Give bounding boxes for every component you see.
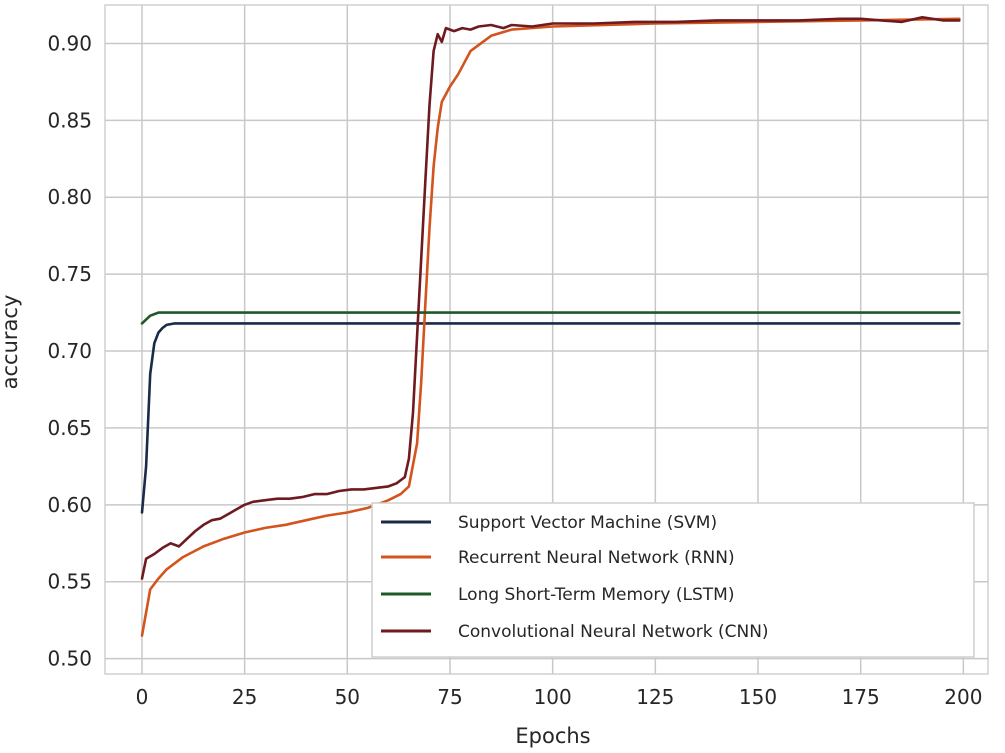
- y-tick-label: 0.50: [47, 647, 92, 671]
- y-tick-label: 0.90: [47, 31, 92, 55]
- x-tick-label: 175: [842, 685, 880, 709]
- x-axis-label: Epochs: [515, 724, 590, 748]
- x-tick-label: 200: [944, 685, 982, 709]
- y-tick-label: 0.80: [47, 185, 92, 209]
- x-tick-label: 100: [534, 685, 572, 709]
- series-line-0: [140, 322, 961, 514]
- legend: Support Vector Machine (SVM) Recurrent Ne…: [371, 502, 975, 658]
- series-line-1: [140, 17, 961, 637]
- y-tick-label: 0.60: [47, 493, 92, 517]
- y-axis-label: accuracy: [0, 295, 22, 390]
- legend-label-0: Support Vector Machine (SVM): [458, 513, 717, 533]
- x-tick-label: 125: [636, 685, 674, 709]
- series-line-3: [140, 16, 961, 580]
- y-tick-label: 0.70: [47, 339, 92, 363]
- x-tick-labels: 0 25 50 75 100 125 150 175 200: [136, 685, 983, 709]
- y-tick-label: 0.65: [47, 416, 92, 440]
- x-tick-label: 25: [232, 685, 257, 709]
- y-tick-label: 0.75: [47, 262, 92, 286]
- legend-label-3: Convolutional Neural Network (CNN): [458, 622, 769, 642]
- series-lines: [140, 16, 961, 637]
- legend-label-2: Long Short-Term Memory (LSTM): [458, 585, 734, 605]
- legend-label-1: Recurrent Neural Network (RNN): [458, 548, 735, 568]
- legend-box: [371, 502, 975, 658]
- series-line-2: [140, 311, 961, 325]
- y-tick-label: 0.55: [47, 570, 92, 594]
- x-tick-label: 75: [437, 685, 462, 709]
- x-tick-label: 0: [136, 685, 149, 709]
- x-tick-label: 150: [739, 685, 777, 709]
- y-tick-labels: 0.50 0.55 0.60 0.65 0.70 0.75 0.80 0.85 0.90: [47, 31, 92, 670]
- x-tick-label: 50: [335, 685, 360, 709]
- y-tick-label: 0.85: [47, 108, 92, 132]
